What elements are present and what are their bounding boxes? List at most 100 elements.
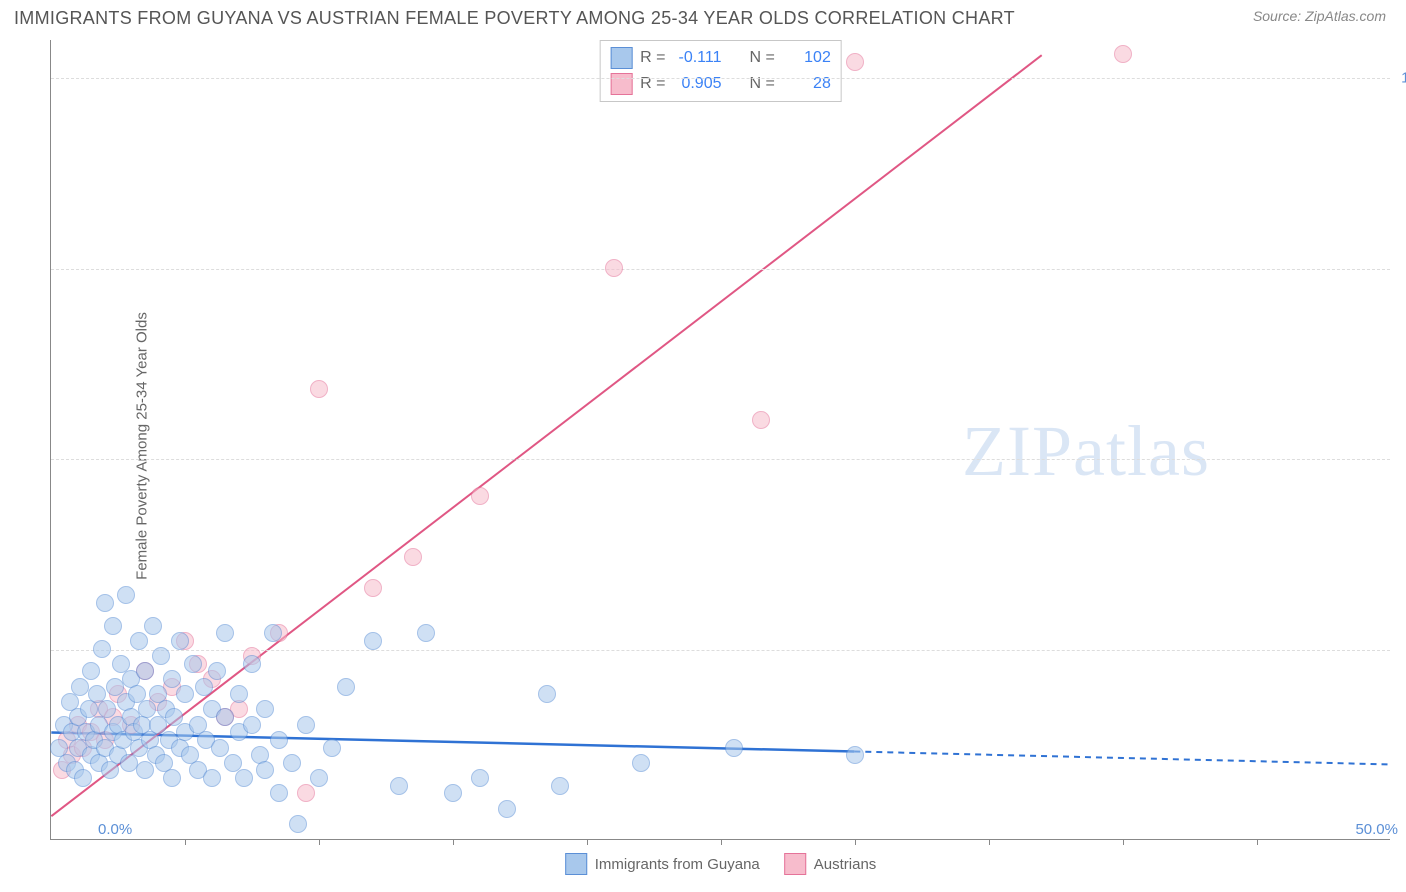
data-point bbox=[77, 723, 95, 741]
data-point bbox=[149, 693, 167, 711]
data-point bbox=[270, 784, 288, 802]
data-point bbox=[203, 670, 221, 688]
data-point bbox=[74, 769, 92, 787]
legend-label-blue: Immigrants from Guyana bbox=[595, 856, 760, 873]
data-point bbox=[163, 678, 181, 696]
legend-label-pink: Austrians bbox=[814, 856, 877, 873]
data-point bbox=[88, 685, 106, 703]
data-point bbox=[96, 594, 114, 612]
data-point bbox=[69, 708, 87, 726]
data-point bbox=[50, 739, 68, 757]
data-point bbox=[297, 716, 315, 734]
data-point bbox=[82, 746, 100, 764]
swatch-blue bbox=[610, 47, 632, 69]
data-point bbox=[551, 777, 569, 795]
source-prefix: Source: bbox=[1253, 8, 1305, 24]
data-point bbox=[141, 731, 159, 749]
data-point bbox=[189, 761, 207, 779]
x-tick-min: 0.0% bbox=[98, 821, 132, 838]
data-point bbox=[163, 769, 181, 787]
data-point bbox=[144, 617, 162, 635]
data-point bbox=[243, 655, 261, 673]
data-point bbox=[147, 746, 165, 764]
data-point bbox=[109, 716, 127, 734]
data-point bbox=[104, 723, 122, 741]
data-point bbox=[109, 746, 127, 764]
data-point bbox=[256, 700, 274, 718]
data-point bbox=[130, 739, 148, 757]
data-point bbox=[125, 723, 143, 741]
chart-area: ZIPatlas R = -0.111 N = 102 R = 0.905 N … bbox=[50, 40, 1390, 840]
r-label: R = bbox=[640, 49, 665, 67]
r-value-blue: -0.111 bbox=[674, 49, 722, 67]
data-point bbox=[69, 739, 87, 757]
data-point bbox=[155, 754, 173, 772]
data-point bbox=[165, 708, 183, 726]
source-name: ZipAtlas.com bbox=[1305, 8, 1386, 24]
data-point bbox=[63, 746, 81, 764]
source-credit: Source: ZipAtlas.com bbox=[1253, 8, 1386, 26]
data-point bbox=[55, 716, 73, 734]
data-point bbox=[364, 579, 382, 597]
gridline-h bbox=[51, 459, 1390, 460]
data-point bbox=[364, 632, 382, 650]
x-tick bbox=[453, 839, 454, 845]
swatch-blue bbox=[565, 853, 587, 875]
data-point bbox=[176, 685, 194, 703]
data-point bbox=[136, 761, 154, 779]
data-point bbox=[189, 716, 207, 734]
data-point bbox=[752, 411, 770, 429]
data-point bbox=[297, 784, 315, 802]
data-point bbox=[203, 700, 221, 718]
data-point bbox=[74, 739, 92, 757]
data-point bbox=[117, 586, 135, 604]
data-point bbox=[138, 700, 156, 718]
trend-line bbox=[854, 751, 1389, 764]
data-point bbox=[498, 800, 516, 818]
chart-title: IMMIGRANTS FROM GUYANA VS AUSTRIAN FEMAL… bbox=[14, 8, 1015, 29]
data-point bbox=[117, 693, 135, 711]
data-point bbox=[230, 685, 248, 703]
n-label: N = bbox=[750, 49, 775, 67]
trend-lines-layer bbox=[51, 40, 1390, 839]
data-point bbox=[53, 761, 71, 779]
data-point bbox=[122, 708, 140, 726]
data-point bbox=[120, 754, 138, 772]
data-point bbox=[136, 662, 154, 680]
data-point bbox=[171, 632, 189, 650]
data-point bbox=[846, 746, 864, 764]
data-point bbox=[270, 731, 288, 749]
plot-region: ZIPatlas R = -0.111 N = 102 R = 0.905 N … bbox=[50, 40, 1390, 840]
data-point bbox=[104, 708, 122, 726]
swatch-pink bbox=[784, 853, 806, 875]
data-point bbox=[216, 624, 234, 642]
x-tick bbox=[721, 839, 722, 845]
y-tick-label: 100.0% bbox=[1401, 70, 1406, 87]
legend-row-pink: R = 0.905 N = 28 bbox=[610, 71, 831, 97]
data-point bbox=[1114, 45, 1132, 63]
data-point bbox=[230, 700, 248, 718]
data-point bbox=[96, 739, 114, 757]
data-point bbox=[98, 700, 116, 718]
x-tick-max: 50.0% bbox=[1355, 821, 1398, 838]
x-tick bbox=[319, 839, 320, 845]
data-point bbox=[417, 624, 435, 642]
data-point bbox=[216, 708, 234, 726]
data-point bbox=[224, 754, 242, 772]
series-legend: Immigrants from Guyana Austrians bbox=[565, 853, 877, 875]
data-point bbox=[90, 716, 108, 734]
data-point bbox=[58, 754, 76, 772]
data-point bbox=[96, 731, 114, 749]
data-point bbox=[80, 700, 98, 718]
data-point bbox=[390, 777, 408, 795]
legend-row-blue: R = -0.111 N = 102 bbox=[610, 45, 831, 71]
data-point bbox=[176, 632, 194, 650]
gridline-h bbox=[51, 78, 1390, 79]
data-point bbox=[122, 716, 140, 734]
data-point bbox=[163, 670, 181, 688]
data-point bbox=[171, 739, 189, 757]
n-value-blue: 102 bbox=[783, 49, 831, 67]
data-point bbox=[149, 716, 167, 734]
data-point bbox=[181, 746, 199, 764]
x-tick bbox=[1123, 839, 1124, 845]
